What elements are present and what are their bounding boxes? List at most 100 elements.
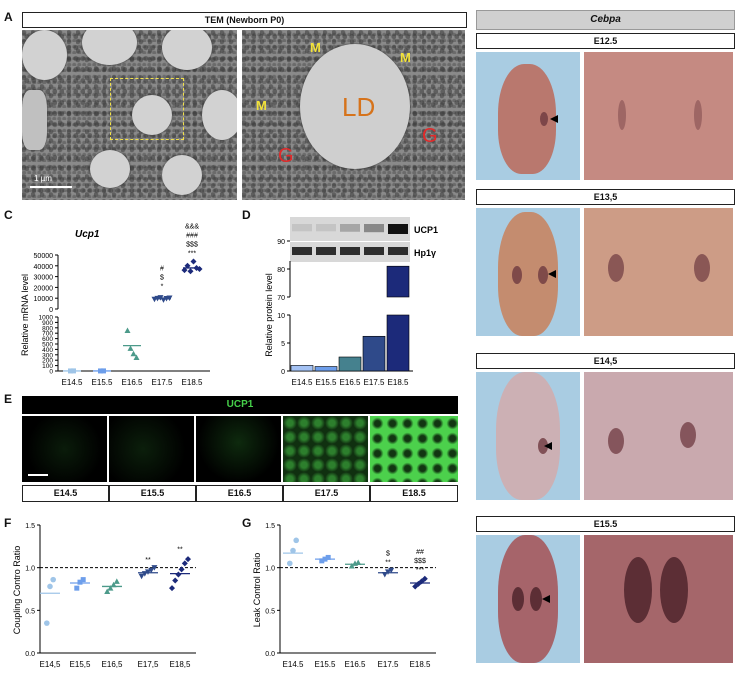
data-point (319, 558, 325, 564)
x-tick-label: E15.5 (315, 660, 336, 669)
label-m-3: M (256, 98, 267, 113)
data-point (190, 258, 197, 265)
data-point (175, 571, 182, 578)
bar (290, 365, 314, 372)
embryo-zoom-e14-5 (584, 372, 733, 500)
panel-c-letter: C (4, 208, 13, 222)
y-tick-label: 1000 (39, 315, 54, 322)
y-tick-label: 90 (277, 239, 285, 246)
panel-f-letter: F (4, 516, 12, 530)
data-point (127, 345, 134, 351)
panel-d-ylabel: Relative protein level (264, 273, 274, 357)
arrow-icon (548, 270, 556, 278)
blot-band-hp1 (364, 247, 384, 255)
embryo-zoom-e12-5 (584, 52, 733, 180)
embryo-zoom-e15-5 (584, 535, 733, 663)
x-tick-label: E14.5 (292, 378, 313, 387)
scale-bar-label: 1 µm (34, 174, 52, 183)
x-tick-label: E17.5 (378, 660, 399, 669)
data-point (47, 583, 53, 590)
x-tick-label: E15.5 (316, 378, 337, 387)
x-tick-label: E16.5 (340, 378, 361, 387)
x-tick-label: E14,5 (40, 660, 61, 669)
data-point (113, 578, 120, 584)
data-point (185, 556, 191, 563)
data-point (181, 267, 188, 274)
data-point (151, 565, 158, 571)
embryo-photo-e14-5 (476, 372, 580, 500)
y-tick-label: 10 (277, 313, 285, 320)
stage-label-e15-5: E15.5 (476, 516, 735, 532)
y-tick-label: 0.5 (265, 608, 275, 615)
blot-band-hp1 (388, 247, 408, 255)
band-label-hp1: Hp1γ (414, 248, 436, 258)
significance-marker: *** (188, 250, 196, 257)
data-point (178, 566, 185, 573)
tem-overview-image: 1 µm (22, 30, 237, 200)
y-tick-label: 1.5 (25, 523, 35, 530)
label-m-1: M (310, 40, 321, 55)
panel-c-gene: Ucp1 (75, 229, 100, 240)
blot-band-ucp1 (340, 224, 360, 232)
x-tick-label: E16.5 (122, 378, 143, 387)
panel-c-ylabel: Relative mRNA level (20, 274, 30, 356)
data-point (138, 573, 145, 580)
y-tick-label: 600 (42, 336, 53, 343)
label-g-1: G (278, 145, 294, 167)
x-tick-label: E17.5 (364, 378, 385, 387)
x-tick-label: E17,5 (138, 660, 159, 669)
y-tick-label: 0.0 (25, 651, 35, 658)
bar (314, 366, 338, 372)
data-point (148, 567, 155, 574)
x-tick-label: E18.5 (182, 378, 203, 387)
blot-band-ucp1 (292, 224, 312, 232)
y-tick-label: 1.5 (265, 523, 275, 530)
y-tick-label: 900 (42, 320, 53, 327)
label-ld: LD (342, 92, 376, 122)
x-tick-label: E17.5 (152, 378, 173, 387)
panel-g-chart: Leak Control Ratio 1.5 1.0 0.5 0.0 E14.5 E15.… (252, 523, 436, 669)
ucp1-stage-e17-5: E17.5 (283, 485, 370, 502)
bar (386, 265, 410, 298)
arrow-icon (550, 115, 558, 123)
data-point (290, 547, 296, 554)
significance-marker: ** (385, 560, 391, 567)
y-tick-label: 20000 (34, 285, 54, 292)
band-label-ucp1: UCP1 (414, 225, 438, 235)
zoom-region-box (110, 78, 184, 140)
scale-bar (30, 186, 72, 188)
blot-band-hp1 (340, 247, 360, 255)
data-point (287, 560, 293, 567)
y-tick-label: 10000 (34, 296, 54, 303)
blot-band-hp1 (316, 247, 336, 255)
panel-f-ylabel: Coupling Contro Ratio (12, 546, 22, 635)
arrow-icon (542, 595, 550, 603)
y-tick-label: 30000 (34, 275, 54, 282)
x-tick-label: E14.5 (283, 660, 304, 669)
embryo-photo-e13-5 (476, 208, 580, 336)
data-point (124, 327, 131, 333)
significance-marker: $$$ (186, 241, 198, 248)
y-tick-label: 1.0 (25, 566, 35, 573)
ucp1-stage-e16-5: E16.5 (196, 485, 283, 502)
ucp1-stage-e18-5: E18.5 (370, 485, 458, 502)
x-tick-label: E18.5 (388, 378, 409, 387)
x-tick-label: E18,5 (170, 660, 191, 669)
x-tick-label: E16,5 (102, 660, 123, 669)
y-tick-label: 1.0 (265, 566, 275, 573)
y-tick-label: 800 (42, 325, 53, 332)
y-tick-label: 100 (42, 363, 53, 370)
data-point (169, 585, 175, 592)
arrow-icon (544, 442, 552, 450)
significance-marker: * (161, 284, 164, 291)
y-tick-label: 700 (42, 331, 53, 338)
y-tick-label: 0.5 (25, 608, 35, 615)
y-tick-label: 0 (49, 307, 53, 314)
stage-label-e13-5: E13,5 (476, 189, 735, 205)
data-point (421, 575, 428, 582)
data-point (184, 262, 191, 269)
data-point (412, 583, 419, 590)
data-point (293, 537, 299, 544)
y-tick-label: 200 (42, 358, 53, 365)
significance-marker: ** (177, 547, 183, 554)
